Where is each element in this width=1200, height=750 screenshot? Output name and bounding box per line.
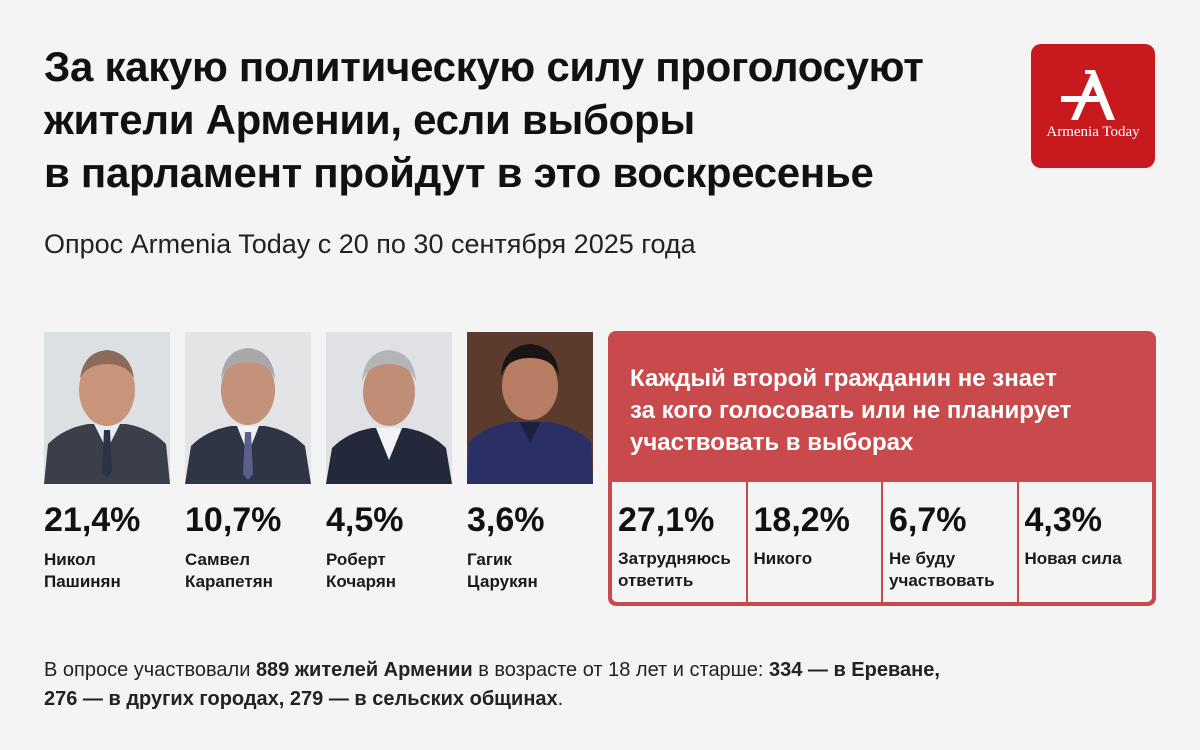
callout-text: Каждый второй гражданин не знает за кого… (630, 363, 1140, 459)
candidate-value: 10,7% (185, 501, 282, 539)
answer-label: Не буду участвовать (889, 548, 995, 592)
title-line-3: в парламент пройдут в это воскресенье (44, 149, 874, 196)
answer-label-line: Не буду (889, 549, 956, 568)
footer-line-2: 276 — в других городах, 279 — в сельских… (44, 685, 1144, 714)
candidate-name-line: Царукян (467, 572, 538, 591)
answer-label: Новая сила (1025, 548, 1122, 570)
candidate-value: 4,5% (326, 501, 404, 539)
title-line-2: жители Армении, если выборы (44, 96, 695, 143)
candidate-photo-tsarukyan (467, 332, 593, 484)
logo-text: Armenia Today (1046, 124, 1140, 140)
candidate-photo-kocharyan (326, 332, 452, 484)
candidate-photo-pashinyan (44, 332, 170, 484)
answer-label-line: Новая сила (1024, 549, 1122, 568)
candidate-value: 21,4% (44, 501, 141, 539)
candidate-name: Самвел Карапетян (185, 549, 273, 593)
footer-text: . (557, 688, 564, 710)
candidate-name-line: Пашинян (44, 572, 121, 591)
candidate-photo-karapetyan (185, 332, 311, 484)
answer-label-line: Никого (753, 549, 813, 568)
callout-line: Каждый второй гражданин не знает (630, 365, 1057, 392)
answer-value: 27,1% (618, 501, 715, 539)
footer-line-1: В опросе участвовали 889 жителей Армении… (44, 656, 1144, 685)
answer-cell: 6,7% Не буду участвовать (883, 482, 1019, 602)
candidate-name-line: Никол (44, 550, 96, 569)
callout-line: участвовать в выборах (630, 429, 914, 456)
candidate-name-line: Роберт (326, 550, 386, 569)
footer-note: В опросе участвовали 889 жителей Армении… (44, 656, 1144, 714)
answer-value: 6,7% (889, 501, 967, 539)
candidate-name: Никол Пашинян (44, 549, 121, 593)
armenia-today-logo: Armenia Today (1031, 44, 1155, 168)
answer-label: Никого (754, 548, 813, 570)
answer-cell: 4,3% Новая сила (1019, 482, 1153, 602)
answer-cell: 18,2% Никого (748, 482, 883, 602)
answer-label: Затрудняюсь ответить (618, 548, 731, 592)
title-line-1: За какую политическую силу проголосуют (44, 43, 924, 90)
answer-cell: 27,1% Затрудняюсь ответить (612, 482, 748, 602)
page-title: За какую политическую силу проголосуют ж… (44, 40, 1004, 199)
footer-text: В опросе участвовали (44, 659, 256, 681)
answer-label-line: участвовать (889, 571, 995, 590)
candidate-name-line: Гагик (467, 550, 512, 569)
callout-box: Каждый второй гражданин не знает за кого… (608, 331, 1156, 606)
candidate-name: Гагик Царукян (467, 549, 538, 593)
callout-line: за кого голосовать или не планирует (630, 397, 1072, 424)
footer-text-bold: 276 — в других городах, 279 — в сельских… (44, 688, 558, 710)
footer-text: в возрасте от 18 лет и старше: (472, 659, 769, 681)
candidate-value: 3,6% (467, 501, 545, 539)
other-answers: 27,1% Затрудняюсь ответить 18,2% Никого … (612, 482, 1152, 602)
footer-text-bold: 889 жителей Армении (255, 659, 473, 681)
candidate-name: Роберт Кочарян (326, 549, 396, 593)
subtitle: Опрос Armenia Today с 20 по 30 сентября … (44, 229, 696, 259)
answer-label-line: ответить (618, 571, 694, 590)
answer-label-line: Затрудняюсь (618, 549, 731, 568)
candidate-name-line: Самвел (185, 550, 250, 569)
answer-value: 18,2% (753, 501, 850, 539)
answer-value: 4,3% (1024, 501, 1103, 539)
footer-text-bold: 334 — в Ереване, (768, 659, 940, 681)
candidate-name-line: Кочарян (326, 572, 397, 591)
logo-mark-icon (1061, 70, 1115, 120)
candidate-name-line: Карапетян (185, 572, 273, 591)
